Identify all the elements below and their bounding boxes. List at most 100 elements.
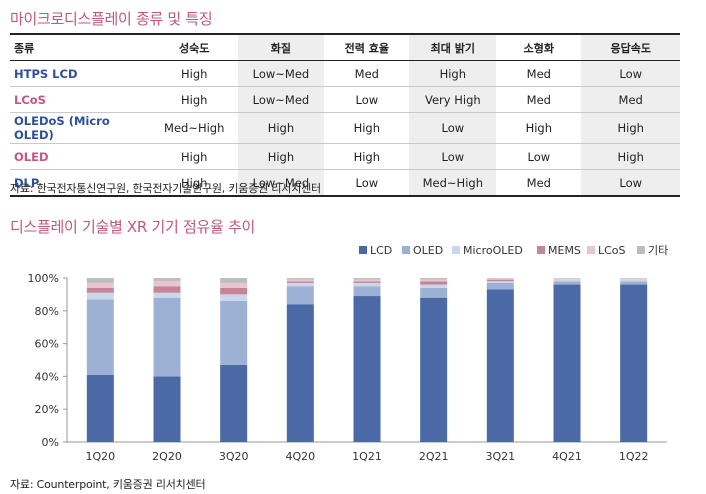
x-tick-label: 4Q20: [286, 450, 316, 463]
bar-lcd-4q21: [553, 284, 581, 442]
bar-기타-1q20: [86, 278, 114, 283]
table-cell: High: [180, 66, 208, 81]
bar-oled-4q20: [286, 286, 314, 305]
table-cell: Low: [409, 112, 497, 144]
header-quality: 화질: [237, 34, 325, 61]
bar-mems-4q20: [286, 281, 314, 283]
table-cell: Med~High: [409, 169, 497, 196]
table-cell: High: [353, 149, 381, 164]
bar-기타-4q20: [286, 278, 314, 280]
bar-mems-2q21: [420, 281, 448, 285]
table-row: DLP High Low~Med Low Med~High Med Low: [10, 169, 680, 196]
table-cell: Med: [581, 86, 680, 113]
header-power-efficiency: 전력 효율: [344, 41, 389, 55]
bar-lcd-3q21: [486, 289, 514, 442]
legend-label-5: 기타: [648, 244, 668, 257]
bar-microoled-4q20: [286, 282, 314, 287]
bar-mems-3q20: [220, 287, 248, 295]
bar-oled-2q21: [420, 287, 448, 298]
bar-oled-1q22: [620, 281, 648, 285]
table-cell: High: [237, 112, 325, 144]
row-technology-name: DLP: [14, 175, 40, 190]
bar-microoled-3q21: [486, 281, 514, 283]
table-row: LCoS High Low~Med Low Very High Med Med: [10, 86, 680, 113]
y-tick-label: 60%: [35, 338, 59, 351]
header-response-speed: 응답속도: [581, 34, 680, 61]
table-cell: Low: [355, 175, 379, 190]
table-cell: High: [581, 143, 680, 170]
bar-lcos-2q20: [153, 281, 181, 287]
bar-lcos-2q21: [420, 279, 448, 282]
table-cell: High: [180, 175, 208, 190]
xr-share-stacked-bar-chart: 0% 20% 40% 60% 80% 100% 1Q20 2Q20 3Q20 4Q20 1Q21 2Q…: [28, 244, 669, 463]
bar-lcos-4q20: [286, 279, 314, 282]
bar-mems-2q20: [153, 286, 181, 293]
bar-oled-3q20: [220, 300, 248, 365]
table-header-row: 종류 성숙도 화질 전력 효율 최대 밝기 소형화 응답속도: [10, 34, 680, 61]
y-tick-label: 20%: [35, 403, 59, 416]
row-technology-name: HTPS LCD: [14, 66, 78, 81]
table-cell: Med: [354, 66, 379, 81]
header-maturity: 성숙도: [179, 41, 210, 55]
y-tick-label: 40%: [35, 370, 59, 383]
bar-기타-3q20: [220, 278, 248, 283]
bar-lcos-1q20: [86, 282, 114, 288]
legend-label-1: OLED: [413, 244, 443, 257]
header-type: 종류: [14, 41, 35, 55]
table-cell: Low: [581, 60, 680, 87]
table-cell: High: [353, 121, 381, 135]
legend-label-2: MicroOLED: [463, 244, 523, 257]
table-cell: High: [581, 112, 680, 144]
table-title: 마이크로디스플레이 종류 및 특징: [10, 10, 213, 28]
x-tick-label: 1Q20: [86, 450, 116, 463]
legend-label-3: MEMS: [548, 244, 581, 257]
table-cell: High: [180, 92, 208, 107]
header-miniaturization: 소형화: [523, 41, 554, 55]
legend-swatch-4: [587, 246, 595, 254]
bar-microoled-2q20: [153, 292, 181, 298]
bar-lcd-3q20: [220, 364, 248, 442]
bar-oled-2q20: [153, 297, 181, 377]
bar-oled-1q20: [86, 299, 114, 375]
y-tick-label: 80%: [35, 305, 59, 318]
x-tick-label: 2Q20: [152, 450, 182, 463]
table-cell: High: [180, 149, 208, 164]
chart-title: 디스플레이 기술별 XR 기기 점유율 추이: [10, 218, 255, 236]
table-cell: Med: [526, 66, 551, 81]
table-row: OLED High High High Low Low High: [10, 143, 680, 170]
x-tick-label: 1Q21: [352, 450, 382, 463]
bar-oled-3q21: [486, 282, 514, 290]
bar-lcd-2q20: [153, 376, 181, 442]
table-cell: Med~High: [164, 121, 225, 135]
table-source: 자료: 한국전자통신연구원, 한국전자기술연구원, 키움증권 리서치센터: [10, 182, 321, 195]
bar-lcos-1q22: [620, 278, 648, 280]
table-cell: Low~Med: [237, 86, 325, 113]
bar-mems-1q20: [86, 287, 114, 293]
row-technology-name: OLEDoS (Micro OLED): [14, 114, 110, 142]
table-cell: Low: [409, 143, 497, 170]
bar-기타-2q21: [420, 278, 448, 280]
chart-source: 자료: Counterpoint, 키움증권 리서치센터: [10, 478, 206, 491]
table-cell: Low: [527, 149, 551, 164]
table-cell: Med: [526, 92, 551, 107]
bar-microoled-1q22: [620, 279, 648, 282]
table-cell: Low~Med: [237, 169, 325, 196]
x-tick-label: 3Q20: [219, 450, 249, 463]
x-tick-label: 3Q21: [486, 450, 516, 463]
legend-swatch-5: [637, 246, 645, 254]
x-tick-label: 1Q22: [619, 450, 649, 463]
bar-lcd-4q20: [286, 304, 314, 442]
table-cell: Low: [355, 92, 379, 107]
bar-microoled-2q21: [420, 284, 448, 288]
header-max-brightness: 최대 밝기: [409, 34, 497, 61]
legend-label-4: LCoS: [598, 244, 626, 257]
legend-swatch-1: [402, 246, 410, 254]
bar-lcos-3q21: [486, 278, 514, 280]
bar-lcos-4q21: [553, 278, 581, 280]
row-technology-name: OLED: [14, 149, 49, 164]
y-tick-label: 100%: [28, 272, 59, 285]
legend-label-0: LCD: [370, 244, 392, 257]
table-cell: Very High: [409, 86, 497, 113]
bar-lcd-1q20: [86, 374, 114, 442]
bar-lcd-1q21: [353, 296, 381, 442]
